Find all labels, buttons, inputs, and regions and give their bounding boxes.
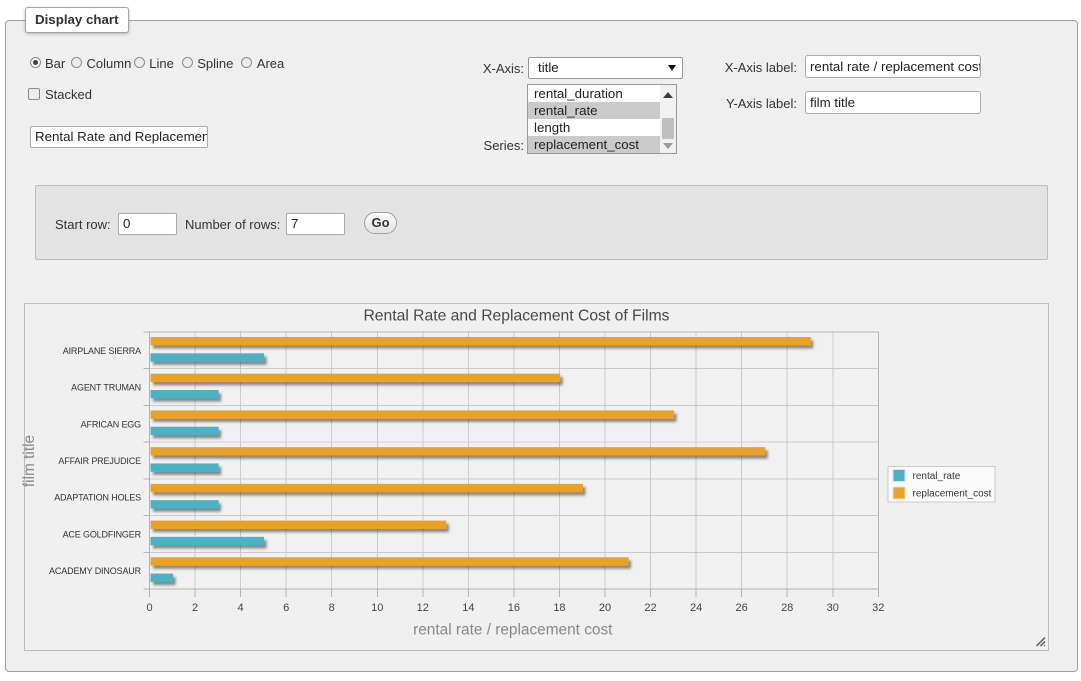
svg-text:18: 18 [553,602,565,614]
svg-text:24: 24 [690,602,702,614]
svg-text:14: 14 [462,602,474,614]
svg-text:AFFAIR PREJUDICE: AFFAIR PREJUDICE [58,456,141,466]
svg-text:ADAPTATION HOLES: ADAPTATION HOLES [54,493,141,503]
svg-text:replacement_cost: replacement_cost [913,489,992,500]
svg-text:ACE GOLDFINGER: ACE GOLDFINGER [63,529,142,539]
svg-text:16: 16 [508,602,520,614]
svg-text:8: 8 [329,602,335,614]
svg-text:rental rate / replacement cost: rental rate / replacement cost [413,622,613,639]
svg-text:22: 22 [644,602,656,614]
svg-text:4: 4 [238,602,244,614]
svg-text:rental_rate: rental_rate [913,471,961,482]
svg-text:20: 20 [599,602,611,614]
svg-text:6: 6 [283,602,289,614]
svg-text:film title: film title [21,435,38,487]
svg-text:2: 2 [192,602,198,614]
svg-text:30: 30 [827,602,839,614]
svg-text:28: 28 [781,602,793,614]
svg-text:12: 12 [417,602,429,614]
svg-text:26: 26 [736,602,748,614]
svg-text:AFRICAN EGG: AFRICAN EGG [81,419,142,429]
svg-text:AGENT TRUMAN: AGENT TRUMAN [71,383,141,393]
svg-text:0: 0 [146,602,152,614]
svg-text:AIRPLANE SIERRA: AIRPLANE SIERRA [63,346,141,356]
svg-text:ACADEMY DINOSAUR: ACADEMY DINOSAUR [49,566,142,576]
svg-text:Rental Rate and Replacement Co: Rental Rate and Replacement Cost of Film… [363,308,669,325]
svg-text:10: 10 [371,602,383,614]
svg-text:32: 32 [872,602,884,614]
